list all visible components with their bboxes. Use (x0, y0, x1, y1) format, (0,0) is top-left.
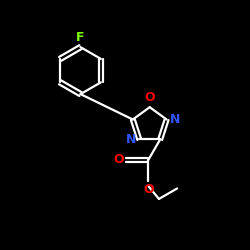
Text: O: O (113, 153, 124, 166)
Text: O: O (143, 183, 154, 196)
Text: O: O (144, 91, 155, 104)
Text: N: N (170, 113, 180, 126)
Text: F: F (76, 31, 85, 44)
Text: N: N (126, 133, 136, 146)
